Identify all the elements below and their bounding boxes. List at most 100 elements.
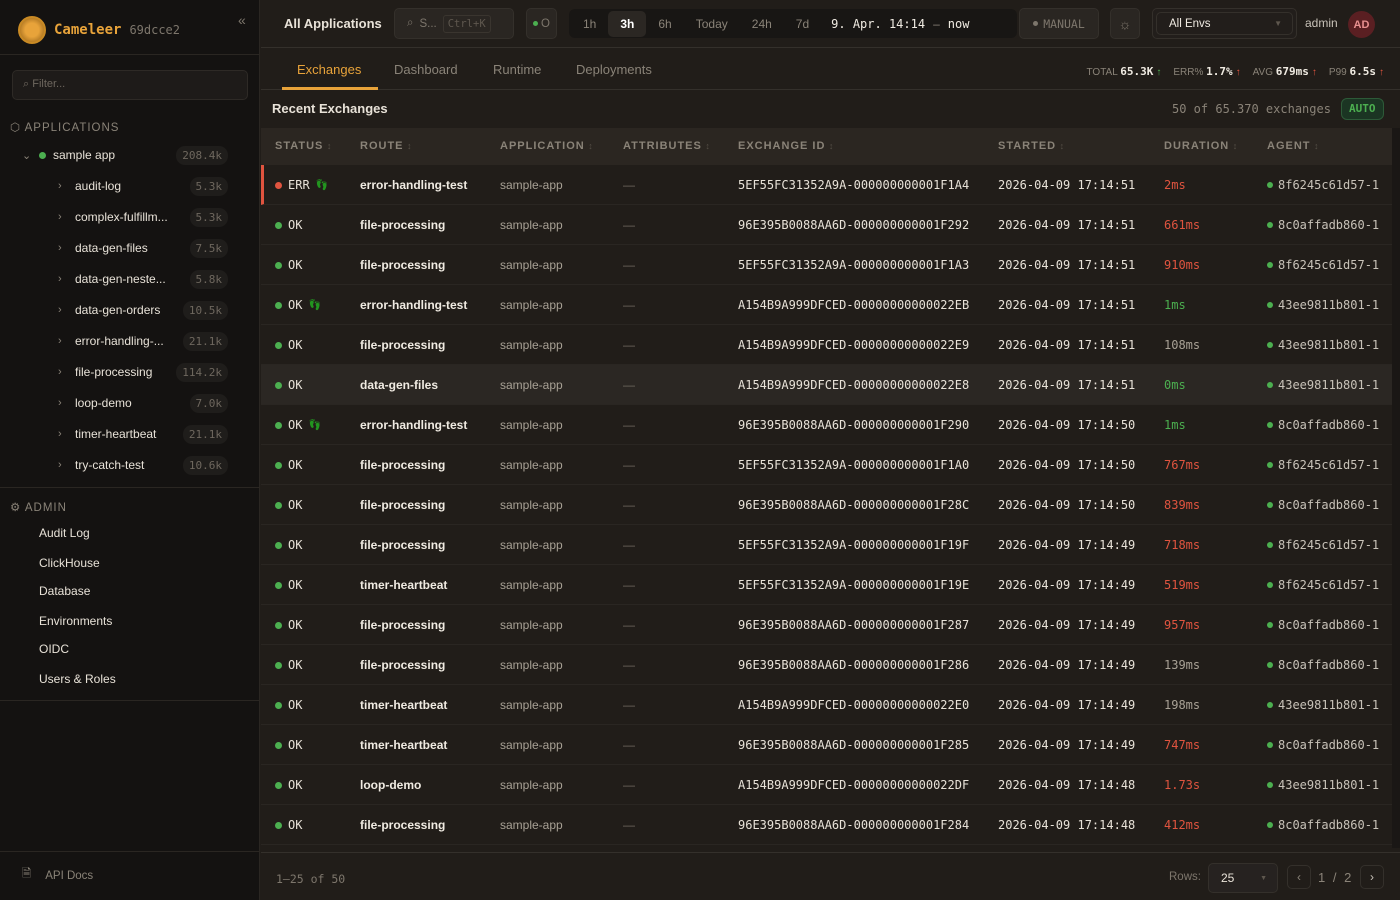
sidebar-admin-item[interactable]: Environments — [39, 614, 113, 628]
tab-runtime[interactable]: Runtime — [493, 62, 542, 77]
time-range-3h[interactable]: 3h — [608, 10, 647, 37]
exchange-id-cell[interactable]: 5EF55FC31352A9A-000000000001F1A3 — [738, 258, 970, 272]
sidebar-route-item[interactable]: › audit-log 5.3k — [58, 175, 228, 197]
table-row[interactable]: OK file-processing sample-app — A154B9A999DF… — [261, 325, 1392, 365]
agent-cell[interactable]: 8f6245c61d57-1 — [1267, 258, 1379, 272]
table-row[interactable]: OK file-processing sample-app — 96E395B0088A… — [261, 645, 1392, 685]
tab-deployments[interactable]: Deployments — [576, 62, 652, 77]
table-row[interactable]: OK file-processing sample-app — 5EF55FC31352… — [261, 525, 1392, 565]
table-row[interactable]: OK 👣 error-handling-test sample-app — 96E395B… — [261, 405, 1392, 445]
table-row[interactable]: OK timer-heartbeat sample-app — 96E395B0088A… — [261, 725, 1392, 765]
exchange-id-cell[interactable]: 5EF55FC31352A9A-000000000001F1A4 — [738, 178, 970, 192]
route-cell[interactable]: data-gen-files — [360, 378, 439, 392]
route-cell[interactable]: file-processing — [360, 618, 446, 632]
sidebar-route-item[interactable]: › file-processing 114.2k — [58, 361, 228, 383]
sidebar-route-item[interactable]: › timer-heartbeat 21.1k — [58, 423, 228, 445]
collapse-sidebar-icon[interactable]: « — [238, 12, 246, 28]
table-row[interactable]: OK 👣 error-handling-test sample-app — A154B9A… — [261, 285, 1392, 325]
sidebar-app-sample[interactable]: ⌄ sample app 208.4k — [22, 145, 228, 165]
table-row[interactable]: ERR 👣 error-handling-test sample-app — 5EF55F… — [261, 165, 1392, 205]
sidebar-admin-item[interactable]: Users & Roles — [39, 672, 116, 686]
route-cell[interactable]: file-processing — [360, 538, 446, 552]
tab-dashboard[interactable]: Dashboard — [394, 62, 458, 77]
agent-cell[interactable]: 8f6245c61d57-1 — [1267, 178, 1379, 192]
agent-cell[interactable]: 43ee9811b801-1 — [1267, 298, 1379, 312]
column-header-status[interactable]: STATUS ↕ — [275, 140, 332, 152]
agent-cell[interactable]: 8c0affadb860-1 — [1267, 818, 1379, 832]
column-header-route[interactable]: ROUTE ↕ — [360, 140, 413, 152]
agent-cell[interactable]: 8c0affadb860-1 — [1267, 418, 1379, 432]
exchange-id-cell[interactable]: A154B9A999DFCED-00000000000022EB — [738, 298, 970, 312]
table-row[interactable]: OK file-processing sample-app — 96E395B0088A… — [261, 805, 1392, 845]
table-row[interactable]: OK timer-heartbeat sample-app — A154B9A999DF… — [261, 685, 1392, 725]
exchange-id-cell[interactable]: 96E395B0088AA6D-000000000001F286 — [738, 658, 970, 672]
route-cell[interactable]: file-processing — [360, 818, 446, 832]
time-range-24h[interactable]: 24h — [751, 16, 772, 31]
table-row[interactable]: OK file-processing sample-app — 5EF55FC31352… — [261, 245, 1392, 285]
column-header-agent[interactable]: AGENT ↕ — [1267, 140, 1320, 152]
agent-cell[interactable]: 8f6245c61d57-1 — [1267, 538, 1379, 552]
column-header-duration[interactable]: DURATION ↕ — [1164, 140, 1238, 152]
route-cell[interactable]: file-processing — [360, 218, 446, 232]
agent-cell[interactable]: 8c0affadb860-1 — [1267, 658, 1379, 672]
route-cell[interactable]: timer-heartbeat — [360, 698, 448, 712]
avatar[interactable]: AD — [1348, 11, 1375, 38]
route-cell[interactable]: timer-heartbeat — [360, 738, 448, 752]
table-row[interactable]: OK file-processing sample-app — 96E395B0088A… — [261, 205, 1392, 245]
column-header-attributes[interactable]: ATTRIBUTES ↕ — [623, 140, 711, 152]
time-range-7d[interactable]: 7d — [795, 16, 810, 31]
exchange-id-cell[interactable]: 96E395B0088AA6D-000000000001F284 — [738, 818, 970, 832]
sidebar-route-item[interactable]: › loop-demo 7.0k — [58, 392, 228, 414]
agent-cell[interactable]: 8f6245c61d57-1 — [1267, 578, 1379, 592]
table-row[interactable]: OK file-processing sample-app — 96E395B0088A… — [261, 485, 1392, 525]
exchange-id-cell[interactable]: A154B9A999DFCED-00000000000022E9 — [738, 338, 970, 352]
route-cell[interactable]: file-processing — [360, 258, 446, 272]
exchange-id-cell[interactable]: A154B9A999DFCED-00000000000022DF — [738, 778, 970, 792]
auto-refresh-badge[interactable]: AUTO — [1341, 98, 1384, 120]
sidebar-route-item[interactable]: › complex-fulfillm... 5.3k — [58, 206, 228, 228]
column-header-application[interactable]: APPLICATION ↕ — [500, 140, 594, 152]
sidebar-route-item[interactable]: › data-gen-files 7.5k — [58, 237, 228, 259]
route-cell[interactable]: error-handling-test — [360, 178, 468, 192]
agent-cell[interactable]: 43ee9811b801-1 — [1267, 378, 1379, 392]
agent-cell[interactable]: 43ee9811b801-1 — [1267, 698, 1379, 712]
route-cell[interactable]: file-processing — [360, 338, 446, 352]
exchange-id-cell[interactable]: 5EF55FC31352A9A-000000000001F19F — [738, 538, 970, 552]
prev-page-button[interactable]: ‹ — [1287, 865, 1311, 889]
table-row[interactable]: OK file-processing sample-app — 5EF55FC31352… — [261, 445, 1392, 485]
filter-input[interactable]: ⌕ Filter... — [12, 70, 248, 100]
exchange-id-cell[interactable]: 96E395B0088AA6D-000000000001F28C — [738, 498, 970, 512]
agent-cell[interactable]: 8f6245c61d57-1 — [1267, 458, 1379, 472]
footprints-icon[interactable]: 👣 — [308, 419, 321, 431]
sidebar-route-item[interactable]: › try-catch-test 10.6k — [58, 454, 228, 476]
table-row[interactable]: OK data-gen-files sample-app — A154B9A999DFC… — [261, 365, 1392, 405]
sidebar-admin-item[interactable]: ClickHouse — [39, 556, 100, 570]
footprints-icon[interactable]: 👣 — [308, 299, 321, 311]
agent-cell[interactable]: 8c0affadb860-1 — [1267, 218, 1379, 232]
exchange-id-cell[interactable]: 96E395B0088AA6D-000000000001F290 — [738, 418, 970, 432]
exchange-id-cell[interactable]: A154B9A999DFCED-00000000000022E0 — [738, 698, 970, 712]
theme-toggle-sun-icon[interactable]: ☼ — [1110, 8, 1140, 39]
range-from[interactable]: 9. Apr. 14:14 — [831, 16, 926, 31]
column-header-exchange-id[interactable]: EXCHANGE ID ↕ — [738, 140, 834, 152]
time-range-Today[interactable]: Today — [695, 16, 728, 31]
route-cell[interactable]: error-handling-test — [360, 418, 468, 432]
sidebar-admin-item[interactable]: Database — [39, 584, 91, 598]
api-docs-link[interactable]: 🗎 API Docs — [22, 866, 93, 885]
route-cell[interactable]: file-processing — [360, 658, 446, 672]
rows-per-page-select[interactable]: 25 ▼ — [1208, 863, 1278, 893]
time-range-6h[interactable]: 6h — [658, 16, 672, 31]
agent-cell[interactable]: 43ee9811b801-1 — [1267, 778, 1379, 792]
agent-cell[interactable]: 43ee9811b801-1 — [1267, 338, 1379, 352]
user-name[interactable]: admin — [1305, 16, 1338, 30]
table-row[interactable]: OK timer-heartbeat sample-app — 5EF55FC31352… — [261, 565, 1392, 605]
sidebar-route-item[interactable]: › data-gen-neste... 5.8k — [58, 268, 228, 290]
env-select[interactable]: All Envs ▼ — [1152, 8, 1297, 39]
agent-cell[interactable]: 8c0affadb860-1 — [1267, 498, 1379, 512]
exchange-id-cell[interactable]: 96E395B0088AA6D-000000000001F292 — [738, 218, 970, 232]
agent-cell[interactable]: 8c0affadb860-1 — [1267, 618, 1379, 632]
sidebar-admin-item[interactable]: OIDC — [39, 642, 69, 656]
route-cell[interactable]: file-processing — [360, 498, 446, 512]
manual-refresh-button[interactable]: MANUAL — [1019, 8, 1099, 39]
exchange-id-cell[interactable]: 5EF55FC31352A9A-000000000001F19E — [738, 578, 970, 592]
